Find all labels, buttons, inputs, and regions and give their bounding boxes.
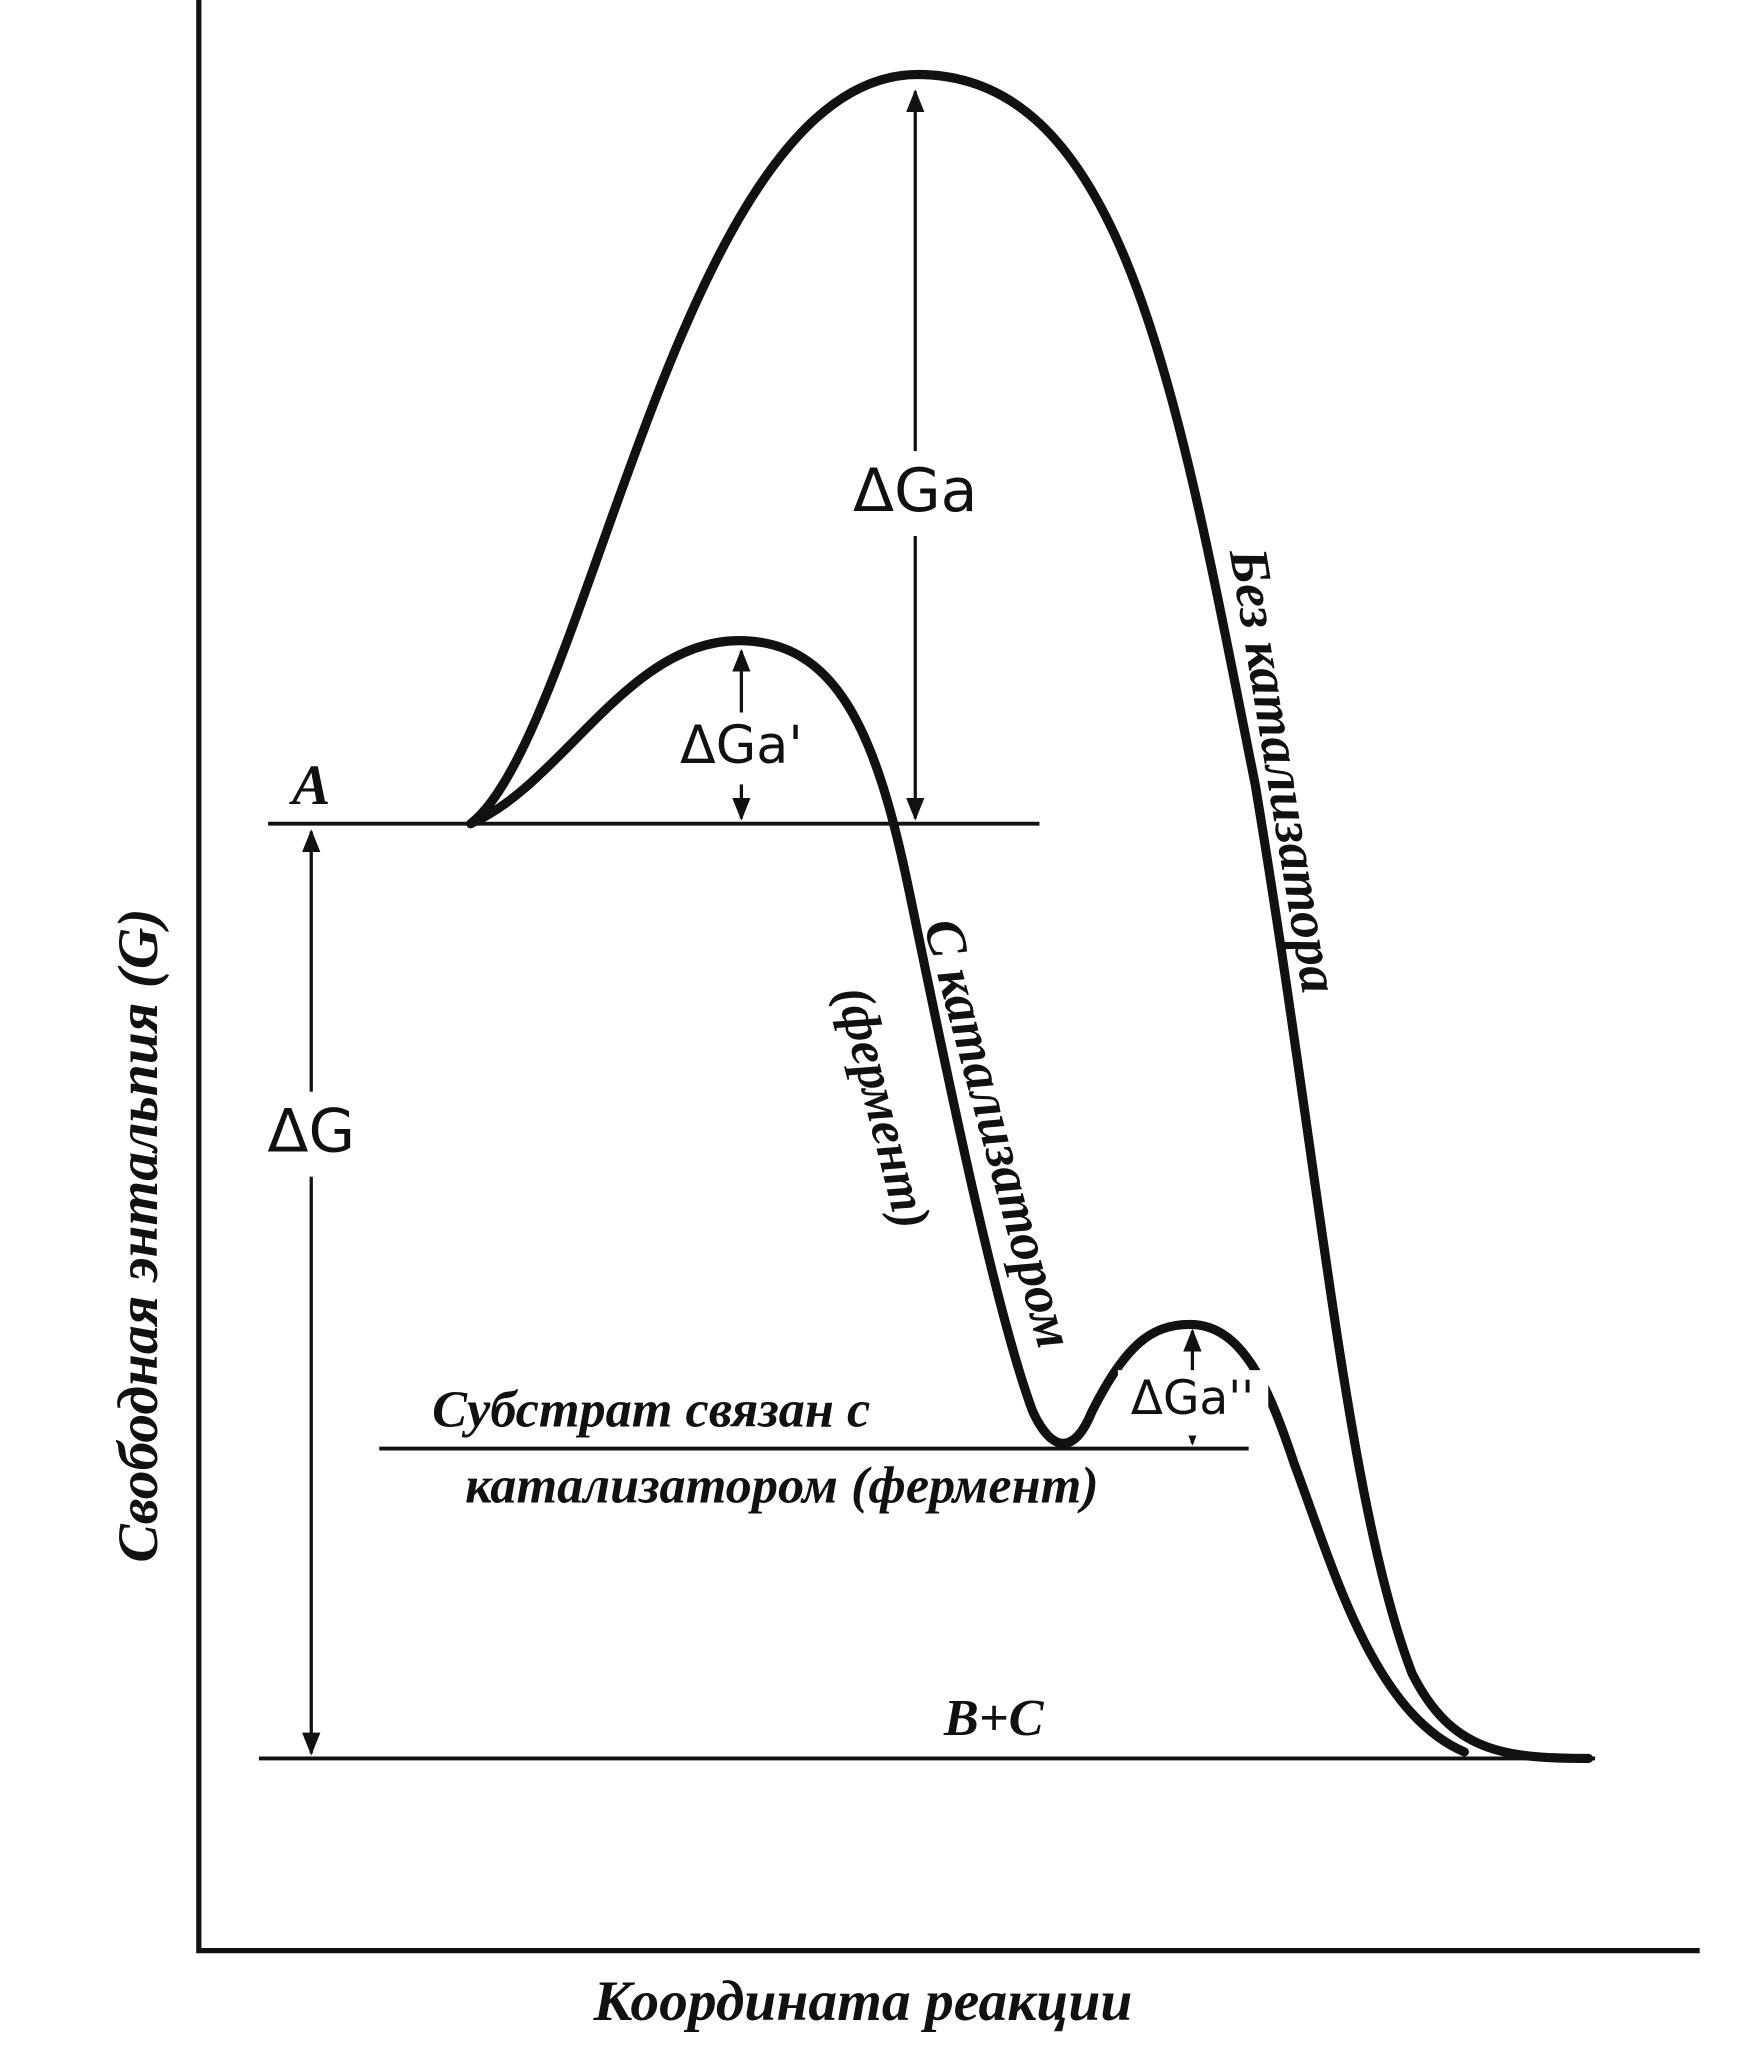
uncatalyzed-curve — [466, 69, 1594, 1764]
dga-label: ΔGa — [853, 456, 978, 526]
y-axis-label: Свободная энтальпия (G) — [107, 908, 170, 1562]
label-bg — [823, 451, 1007, 537]
uncatalyzed-label: Без катализатора — [1218, 543, 1352, 998]
dga2-label: ΔGa'' — [1131, 1371, 1254, 1426]
intermediate-label: катализатором (фермент) — [465, 1456, 1099, 1514]
product-label: B+C — [943, 1689, 1045, 1747]
axes — [196, 0, 1700, 1954]
label-bg — [255, 1091, 367, 1177]
label-bg — [660, 712, 824, 785]
catalyzed-label: (фермент) — [825, 980, 942, 1234]
catalyzed-curve — [466, 636, 1469, 1757]
reactant-label: A — [289, 754, 330, 817]
x-axis-label: Координата реакции — [593, 1970, 1133, 2033]
dga1-label: ΔGa' — [680, 715, 803, 776]
dg-label: ΔG — [267, 1096, 355, 1166]
intermediate-label: Субстрат связан с — [432, 1381, 870, 1439]
label-bg — [1117, 1370, 1269, 1436]
